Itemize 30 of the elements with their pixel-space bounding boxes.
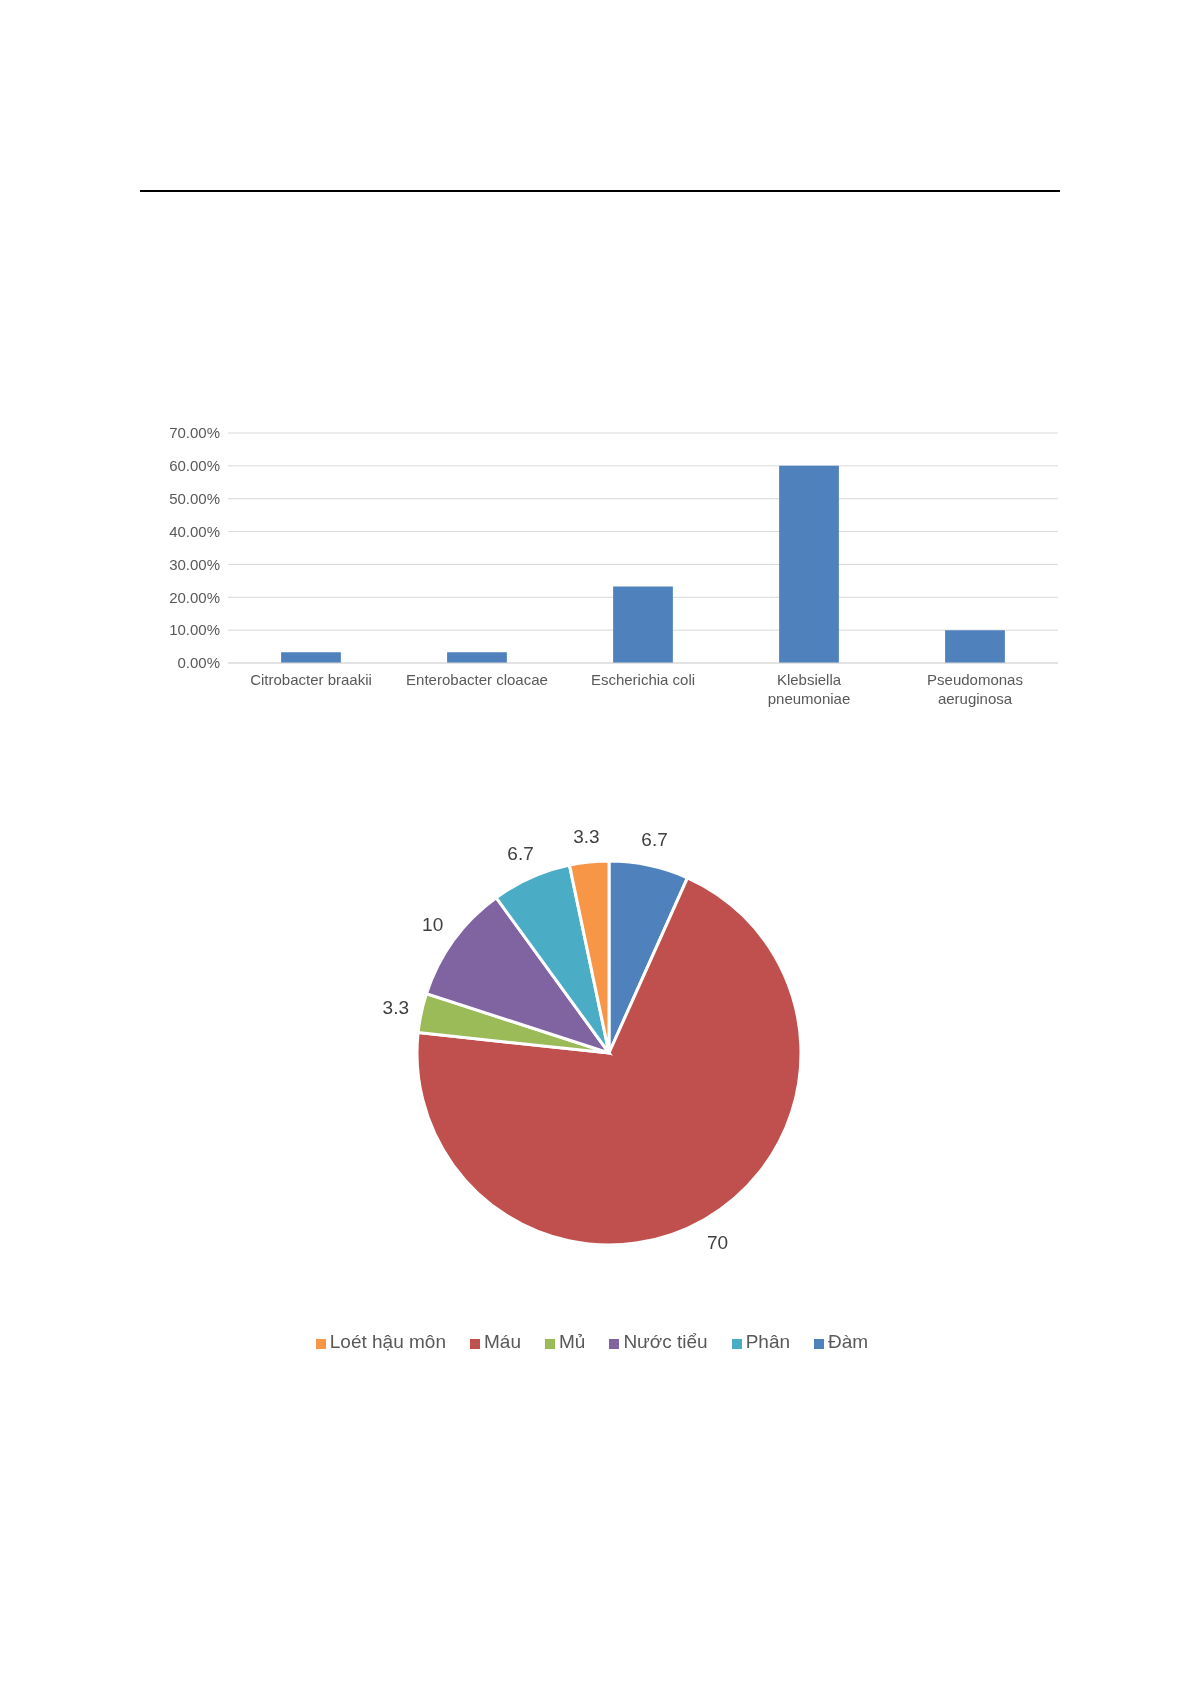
data-label: 3.3 <box>382 996 410 1018</box>
legend-label: Mủ <box>558 1331 586 1352</box>
bar <box>613 586 673 663</box>
x-tick-label: Klebsiella pneumoniae <box>767 671 851 707</box>
data-label: 70 <box>707 1231 729 1253</box>
data-label: 3.3 <box>573 825 600 847</box>
y-tick-label: 20.00% <box>169 588 220 606</box>
data-label: 6.7 <box>641 829 668 851</box>
x-tick-label: Citrobacter braakii <box>250 671 372 688</box>
y-tick-label: 70.00% <box>169 424 220 442</box>
y-tick-label: 60.00% <box>169 457 220 475</box>
legend-label: Máu <box>484 1331 521 1352</box>
y-tick-label: 10.00% <box>169 621 220 639</box>
bar <box>945 630 1005 663</box>
legend-label: Đàm <box>828 1331 869 1352</box>
data-label: 10 <box>422 914 444 936</box>
bar <box>281 652 341 663</box>
x-tick-label: Escherichia coli <box>590 671 696 688</box>
y-tick-label: 40.00% <box>169 522 220 540</box>
y-tick-label: 50.00% <box>169 490 220 508</box>
x-tick-label: Pseudomonas aeruginosa <box>927 671 1023 707</box>
legend-label: Phân <box>745 1331 791 1352</box>
bar <box>779 465 839 663</box>
bar <box>447 652 507 663</box>
x-tick-label: Enterobacter cloacae <box>406 671 548 688</box>
data-label: 6.7 <box>507 843 534 865</box>
y-tick-label: 30.00% <box>169 555 220 573</box>
y-tick-label: 0.00% <box>177 654 220 672</box>
legend-label: Loét hậu môn <box>329 1331 446 1352</box>
legend-label: Nước tiểu <box>623 1331 708 1352</box>
